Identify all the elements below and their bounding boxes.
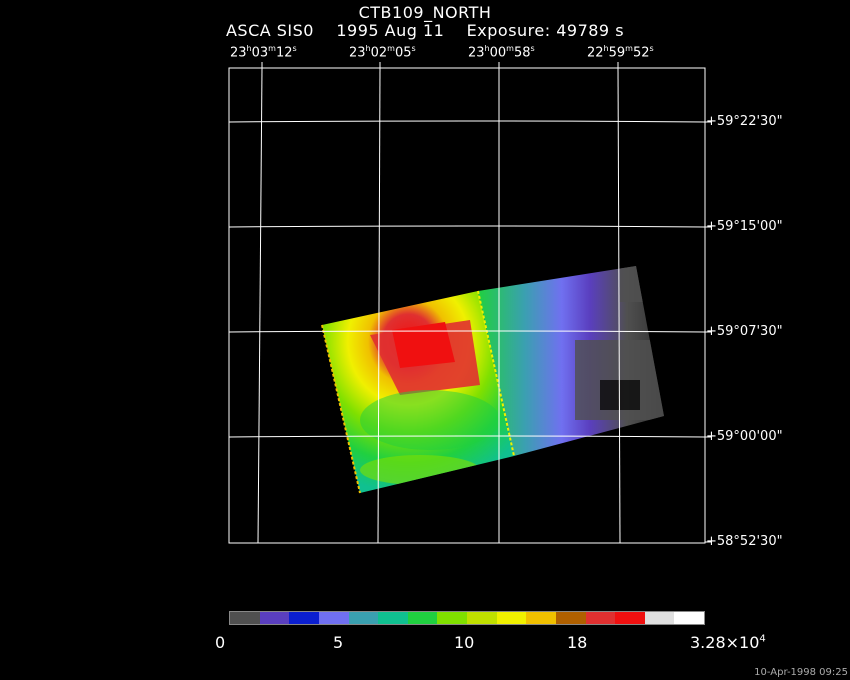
colorbar-swatch [259,612,290,624]
colorbar-swatch [437,612,467,624]
colorbar-label: 10 [454,633,475,652]
colorbar-swatch [289,612,319,624]
colorbar-swatch [644,612,675,624]
colorbar-swatch [348,612,379,624]
colorbar-swatch [496,612,527,624]
colorbar-swatch [230,612,260,624]
ra-tick-label: 23h02m05s [349,44,416,61]
timestamp: 10-Apr-1998 09:25 [754,667,848,678]
colorbar-label: 0 [215,633,226,652]
coordinate-grid [228,67,706,544]
colorbar-swatch [615,612,645,624]
ra-tick-label: 22h59m52s [587,44,654,61]
dec-tick-label: +59°22'30" [706,114,783,129]
colorbar-swatch [555,612,586,624]
colorbar-label: 5 [333,633,344,652]
colorbar-label: 18 [567,633,588,652]
colorbar-swatch [378,612,408,624]
ccd-chip-left [322,291,514,493]
axis-ticks [261,62,712,543]
color-scale-bar [229,611,705,625]
image-subtitle: ASCA SIS0 1995 Aug 11 Exposure: 49789 s [225,21,625,40]
colorbar-swatch [467,612,497,624]
colorbar-swatch [407,612,438,624]
dec-tick-label: +59°15'00" [706,219,783,234]
dec-tick-label: +58°52'30" [706,534,783,549]
ra-tick-label: 23h00m58s [468,44,535,61]
image-title: CTB109_NORTH [358,3,492,22]
colorbar-max-label: 3.28×104 [690,633,766,652]
colorbar-swatch [318,612,349,624]
colorbar-swatch [674,612,704,624]
dec-tick-label: +59°07'30" [706,324,783,339]
colorbar-swatch [526,612,556,624]
ra-tick-label: 23h03m12s [230,44,297,61]
colorbar-swatch [585,612,616,624]
dec-tick-label: +59°00'00" [706,429,783,444]
plot-frame [228,67,706,544]
